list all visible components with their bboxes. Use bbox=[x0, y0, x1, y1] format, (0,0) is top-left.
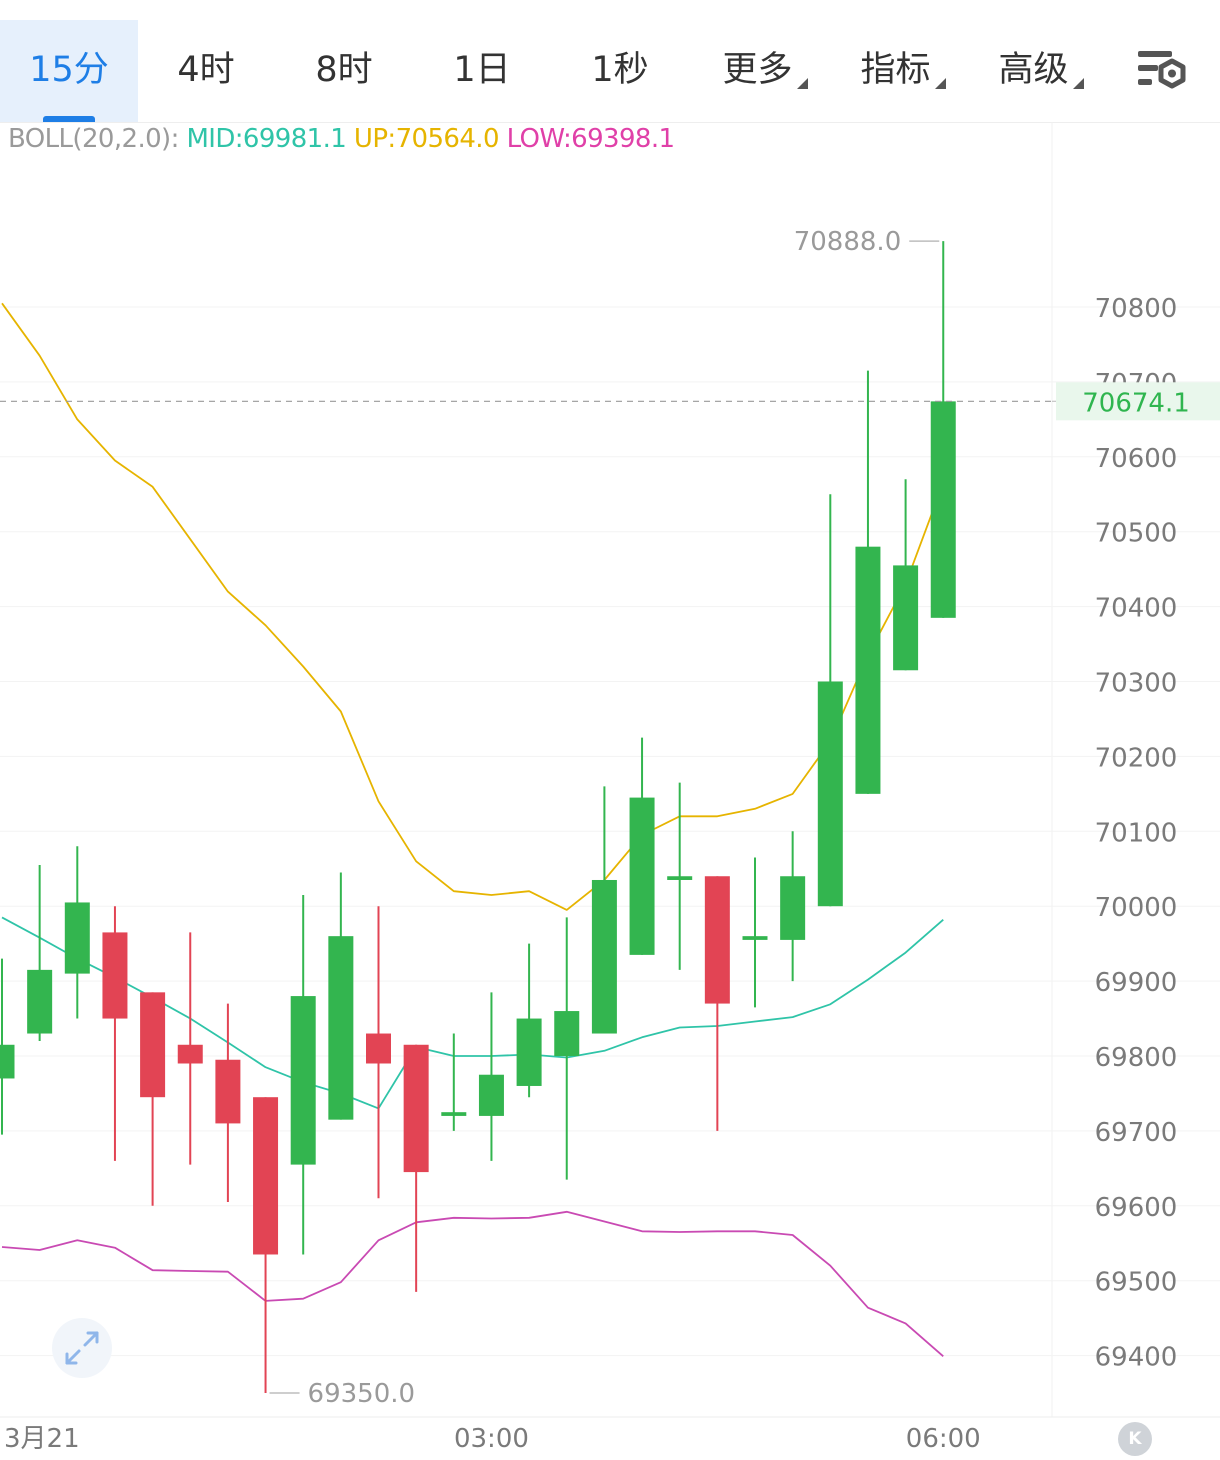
candle-body[interactable] bbox=[516, 1018, 542, 1086]
tab-4h[interactable]: 4时 bbox=[140, 20, 272, 122]
candlestick-chart[interactable]: 7080070700706007050070400703007020070100… bbox=[0, 122, 1220, 1460]
tab-label: 8时 bbox=[315, 50, 373, 90]
tab-label: 1日 bbox=[453, 50, 511, 90]
fullscreen-button[interactable] bbox=[52, 1318, 112, 1378]
tab-more[interactable]: 更多 bbox=[700, 20, 830, 122]
y-tick-label: 70600 bbox=[1095, 444, 1178, 474]
candle-body[interactable] bbox=[177, 1044, 203, 1064]
y-tick-label: 70200 bbox=[1095, 743, 1178, 773]
boll-up-value: UP:70564.0 bbox=[353, 124, 500, 154]
candle-body[interactable] bbox=[478, 1074, 504, 1116]
boll-label: BOLL(20,2.0): bbox=[8, 124, 179, 154]
dropdown-caret-icon bbox=[934, 78, 946, 89]
candle-body[interactable] bbox=[0, 1044, 15, 1079]
candle-body[interactable] bbox=[930, 401, 956, 618]
y-tick-label: 69500 bbox=[1095, 1268, 1178, 1298]
candle-body[interactable] bbox=[780, 876, 806, 940]
tab-indicators[interactable]: 指标 bbox=[838, 20, 968, 122]
tab-label: 1秒 bbox=[591, 50, 649, 90]
current-price-label: 70674.1 bbox=[1082, 388, 1190, 418]
candle-body[interactable] bbox=[27, 969, 53, 1034]
y-tick-label: 69600 bbox=[1095, 1193, 1178, 1223]
chart-settings-icon bbox=[1138, 51, 1186, 89]
expand-arrows-icon bbox=[65, 1331, 99, 1365]
dropdown-caret-icon bbox=[796, 78, 808, 89]
candle-body[interactable] bbox=[215, 1059, 241, 1124]
x-tick-label: 3月21 bbox=[4, 1424, 80, 1454]
x-tick-label: 06:00 bbox=[906, 1424, 981, 1454]
y-tick-label: 70400 bbox=[1095, 594, 1178, 624]
dropdown-caret-icon bbox=[1072, 78, 1084, 89]
max-price-label: 70888.0 bbox=[794, 227, 902, 257]
candle-body[interactable] bbox=[403, 1044, 429, 1173]
current-price-tag bbox=[1056, 382, 1220, 421]
chart-settings-button[interactable] bbox=[1132, 45, 1192, 100]
boll-mid-value: MID:69981.1 bbox=[186, 124, 347, 154]
x-tick-label: 03:00 bbox=[454, 1424, 529, 1454]
y-tick-label: 70100 bbox=[1095, 818, 1178, 848]
candle-body[interactable] bbox=[290, 996, 316, 1165]
y-tick-label: 69900 bbox=[1095, 968, 1178, 998]
tab-8h[interactable]: 8时 bbox=[278, 20, 410, 122]
candle-body[interactable] bbox=[704, 876, 730, 1004]
tab-label: 15分 bbox=[29, 50, 109, 90]
y-tick-label: 70000 bbox=[1095, 893, 1178, 923]
tab-label: 4时 bbox=[177, 50, 235, 90]
boll-indicator-legend: BOLL(20,2.0): MID:69981.1 UP:70564.0 LOW… bbox=[8, 124, 675, 154]
y-tick-label: 69400 bbox=[1095, 1343, 1178, 1373]
candle-body[interactable] bbox=[591, 879, 617, 1034]
candle-body[interactable] bbox=[64, 902, 90, 974]
boll-up-line bbox=[1, 302, 945, 911]
candle-body[interactable] bbox=[102, 932, 128, 1019]
candle-body[interactable] bbox=[855, 546, 881, 794]
y-tick-label: 70500 bbox=[1095, 519, 1178, 549]
tab-1d[interactable]: 1日 bbox=[416, 20, 548, 122]
candle-body[interactable] bbox=[366, 1033, 391, 1064]
candle-body[interactable] bbox=[441, 1112, 467, 1116]
tab-label: 指标 bbox=[860, 50, 931, 90]
y-tick-label: 69700 bbox=[1095, 1118, 1178, 1148]
candle-body[interactable] bbox=[742, 936, 768, 940]
candle-body[interactable] bbox=[328, 936, 354, 1120]
tab-label: 高级 bbox=[998, 50, 1069, 90]
candle-body[interactable] bbox=[893, 565, 919, 671]
timeframe-tab-bar: 15分 4时 8时 1日 1秒 更多 指标 高级 bbox=[0, 0, 1220, 123]
candle-body[interactable] bbox=[140, 992, 166, 1098]
tab-label: 更多 bbox=[722, 50, 793, 90]
candle-body[interactable] bbox=[253, 1097, 279, 1255]
active-tab-indicator bbox=[43, 116, 95, 122]
y-tick-label: 70800 bbox=[1095, 294, 1178, 324]
scroll-to-latest-icon: K bbox=[1128, 1429, 1142, 1449]
min-price-label: 69350.0 bbox=[308, 1379, 416, 1409]
tab-15m[interactable]: 15分 bbox=[0, 20, 138, 122]
candle-body[interactable] bbox=[554, 1011, 580, 1056]
candle-body[interactable] bbox=[629, 797, 655, 955]
tab-advanced[interactable]: 高级 bbox=[976, 20, 1106, 122]
y-tick-label: 70300 bbox=[1095, 669, 1178, 699]
tab-1s[interactable]: 1秒 bbox=[554, 20, 686, 122]
boll-low-value: LOW:69398.1 bbox=[506, 124, 675, 154]
candle-body[interactable] bbox=[667, 876, 693, 880]
scroll-to-latest-button[interactable]: K bbox=[1118, 1422, 1152, 1456]
y-tick-label: 69800 bbox=[1095, 1043, 1178, 1073]
boll-low-line bbox=[1, 1210, 944, 1357]
candle-body[interactable] bbox=[817, 681, 843, 907]
